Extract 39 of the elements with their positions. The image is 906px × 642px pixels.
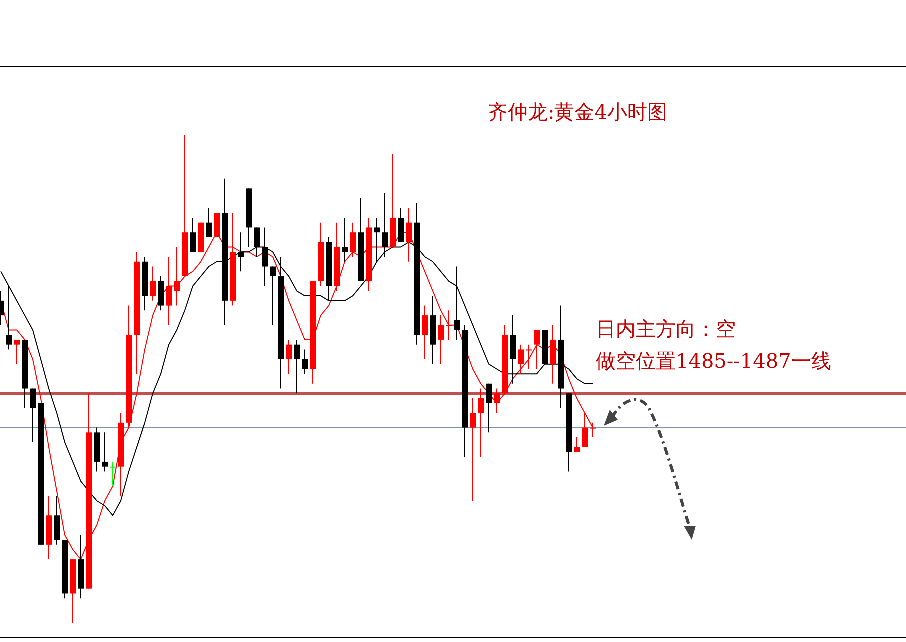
candlestick	[30, 388, 36, 443]
candlestick	[382, 193, 388, 258]
candlestick	[494, 388, 500, 414]
candlestick	[374, 217, 380, 262]
candlestick	[478, 388, 484, 458]
annotation: 做空位置1485--1487一线	[596, 349, 832, 373]
candlestick	[534, 330, 540, 370]
candlestick	[406, 208, 412, 262]
candlestick	[254, 227, 260, 258]
candlestick	[526, 344, 532, 370]
candlestick	[190, 217, 196, 253]
candlestick	[206, 208, 212, 238]
candlestick	[302, 349, 308, 375]
candlestick	[294, 339, 300, 394]
candlestick	[6, 286, 12, 350]
candlestick	[470, 398, 476, 502]
candlestick	[582, 412, 588, 448]
candlestick	[446, 310, 452, 340]
candlestick	[174, 246, 180, 306]
candlestick	[262, 227, 268, 287]
candlestick	[110, 461, 116, 487]
candlestick	[342, 217, 348, 262]
candlestick	[518, 344, 524, 375]
candlestick	[574, 437, 580, 453]
candlestick	[238, 232, 244, 272]
candlestick	[422, 305, 428, 360]
candlestick	[166, 256, 172, 326]
candlestick	[102, 432, 108, 472]
candlestick	[486, 383, 492, 434]
candlestick	[270, 266, 276, 326]
annotation: 日内主方向：空	[596, 317, 736, 341]
candlestick	[350, 222, 356, 258]
candlestick	[454, 266, 460, 340]
chart-title: 齐仲龙:黄金4小时图	[488, 100, 668, 124]
candlestick	[590, 422, 596, 438]
candlestick	[14, 339, 20, 365]
candlestick	[150, 266, 156, 302]
candlestick	[438, 315, 444, 365]
candlestick	[286, 339, 292, 375]
